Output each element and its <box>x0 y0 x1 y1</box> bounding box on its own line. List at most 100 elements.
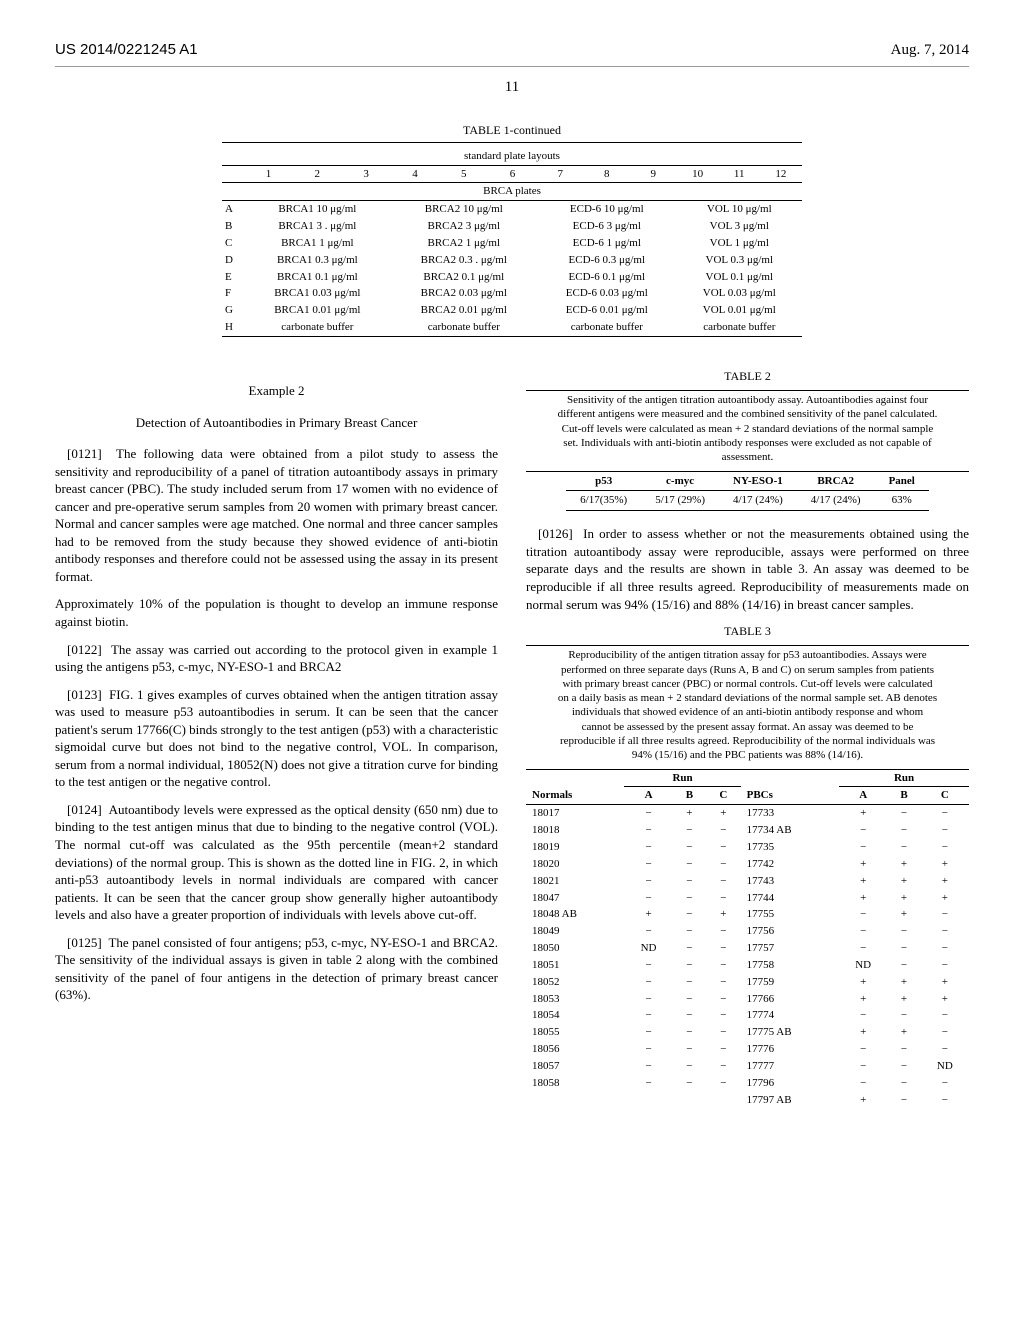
table3-cell: − <box>673 1058 706 1075</box>
table3-cell: − <box>887 1007 920 1024</box>
table3-cell: + <box>921 856 969 873</box>
table3-cell <box>526 1092 624 1109</box>
table1-cell: BRCA2 3 μg/ml <box>391 218 537 235</box>
table3-cell: − <box>673 822 706 839</box>
table3-cell: + <box>706 805 741 822</box>
table3-cell: − <box>839 906 887 923</box>
biotin-note: Approximately 10% of the population is t… <box>55 595 498 630</box>
table3-cell: + <box>887 1024 920 1041</box>
table1-cell: VOL 0.3 μg/ml <box>677 252 802 269</box>
table1-cell: carbonate buffer <box>391 319 537 336</box>
table3-cell: − <box>624 991 672 1008</box>
table3-cell: 18055 <box>526 1024 624 1041</box>
table3-cell: + <box>887 974 920 991</box>
table3-cell: + <box>921 890 969 907</box>
table3-cell: − <box>706 873 741 890</box>
table3-cell: − <box>624 805 672 822</box>
table3-cell: − <box>624 1024 672 1041</box>
table3-cell: − <box>624 1075 672 1092</box>
table3-cell: − <box>706 940 741 957</box>
table3-cell: 17776 <box>741 1041 839 1058</box>
table1-subtitle: standard plate layouts <box>222 148 802 165</box>
table3-cell: 18056 <box>526 1041 624 1058</box>
table3-cell: 18048 AB <box>526 906 624 923</box>
table3-cell: 17777 <box>741 1058 839 1075</box>
table3-cell: + <box>839 856 887 873</box>
table3-cell: − <box>921 957 969 974</box>
table3-cell: − <box>887 1058 920 1075</box>
table3-cell: − <box>706 1041 741 1058</box>
table3-cell: + <box>706 906 741 923</box>
table3-cell: − <box>839 923 887 940</box>
publication-date: Aug. 7, 2014 <box>891 40 969 60</box>
table1-cell: BRCA1 3 . μg/ml <box>244 218 390 235</box>
table1-row-label: B <box>222 218 244 235</box>
table1-cell: VOL 0.03 μg/ml <box>677 285 802 302</box>
table3-cell: − <box>921 1041 969 1058</box>
table3-cell: 17757 <box>741 940 839 957</box>
table1-cell: carbonate buffer <box>677 319 802 336</box>
table1-cell: BRCA2 0.1 μg/ml <box>391 269 537 286</box>
table1-cell: carbonate buffer <box>244 319 390 336</box>
table3-cell: − <box>921 906 969 923</box>
table3-cell: − <box>887 1041 920 1058</box>
table3-cell: − <box>887 940 920 957</box>
table3-cell: − <box>706 890 741 907</box>
page-header: US 2014/0221245 A1 Aug. 7, 2014 <box>55 40 969 67</box>
table3-cell: − <box>673 940 706 957</box>
table3-cell: 18021 <box>526 873 624 890</box>
table3-cell: 17774 <box>741 1007 839 1024</box>
table3-cell: − <box>673 1007 706 1024</box>
table2-label: TABLE 2 <box>526 368 969 384</box>
table3-cell: + <box>839 1092 887 1109</box>
table1-row-label: F <box>222 285 244 302</box>
table3-cell: − <box>673 906 706 923</box>
table1-cell: BRCA2 0.03 μg/ml <box>391 285 537 302</box>
table1: standard plate layouts 1 2 3 4 5 6 7 8 9… <box>222 142 802 340</box>
patent-id: US 2014/0221245 A1 <box>55 40 198 60</box>
table3-cell <box>706 1092 741 1109</box>
table3-cell: − <box>706 957 741 974</box>
table3-cell: − <box>921 805 969 822</box>
table3-cell: − <box>673 923 706 940</box>
table1-row-label: H <box>222 319 244 336</box>
table3-cell: − <box>921 940 969 957</box>
table3-cell: − <box>624 923 672 940</box>
table3-cell: − <box>706 1007 741 1024</box>
table3-cell: 17797 AB <box>741 1092 839 1109</box>
table3-cell: 17735 <box>741 839 839 856</box>
table3-cell: − <box>839 940 887 957</box>
table1-row-label: A <box>222 201 244 218</box>
table3-cell: − <box>624 873 672 890</box>
table3-cell: − <box>921 1024 969 1041</box>
table3-cell: − <box>673 991 706 1008</box>
table3-cell: + <box>839 873 887 890</box>
table1-caption: TABLE 1-continued <box>55 122 969 138</box>
table1-cell: ECD-6 0.3 μg/ml <box>537 252 677 269</box>
table3-cell: 18058 <box>526 1075 624 1092</box>
table3-label: TABLE 3 <box>526 623 969 639</box>
table3-cell: 17742 <box>741 856 839 873</box>
table1-row-label: D <box>222 252 244 269</box>
table3-cell: 18018 <box>526 822 624 839</box>
table3-cell: − <box>887 1075 920 1092</box>
table1-cell: carbonate buffer <box>537 319 677 336</box>
page-number: 11 <box>55 77 969 97</box>
table3-cell: − <box>673 957 706 974</box>
table3-cell: + <box>887 906 920 923</box>
table3-cell: − <box>673 1075 706 1092</box>
table2: p53 c-myc NY-ESO-1 BRCA2 Panel 6/17(35%)… <box>566 472 929 512</box>
table3-cell: + <box>921 991 969 1008</box>
table3-cell: − <box>887 822 920 839</box>
table3-cell: 18052 <box>526 974 624 991</box>
table3-cell: 18017 <box>526 805 624 822</box>
table3-cell: − <box>921 822 969 839</box>
table3-cell: 17759 <box>741 974 839 991</box>
table3-cell: + <box>839 1024 887 1041</box>
table3-cell: − <box>887 805 920 822</box>
table3-cell: − <box>887 839 920 856</box>
table1-row-label: G <box>222 302 244 319</box>
table3-cell: − <box>624 1058 672 1075</box>
table3-cell: − <box>839 822 887 839</box>
table3-cell: − <box>839 1075 887 1092</box>
